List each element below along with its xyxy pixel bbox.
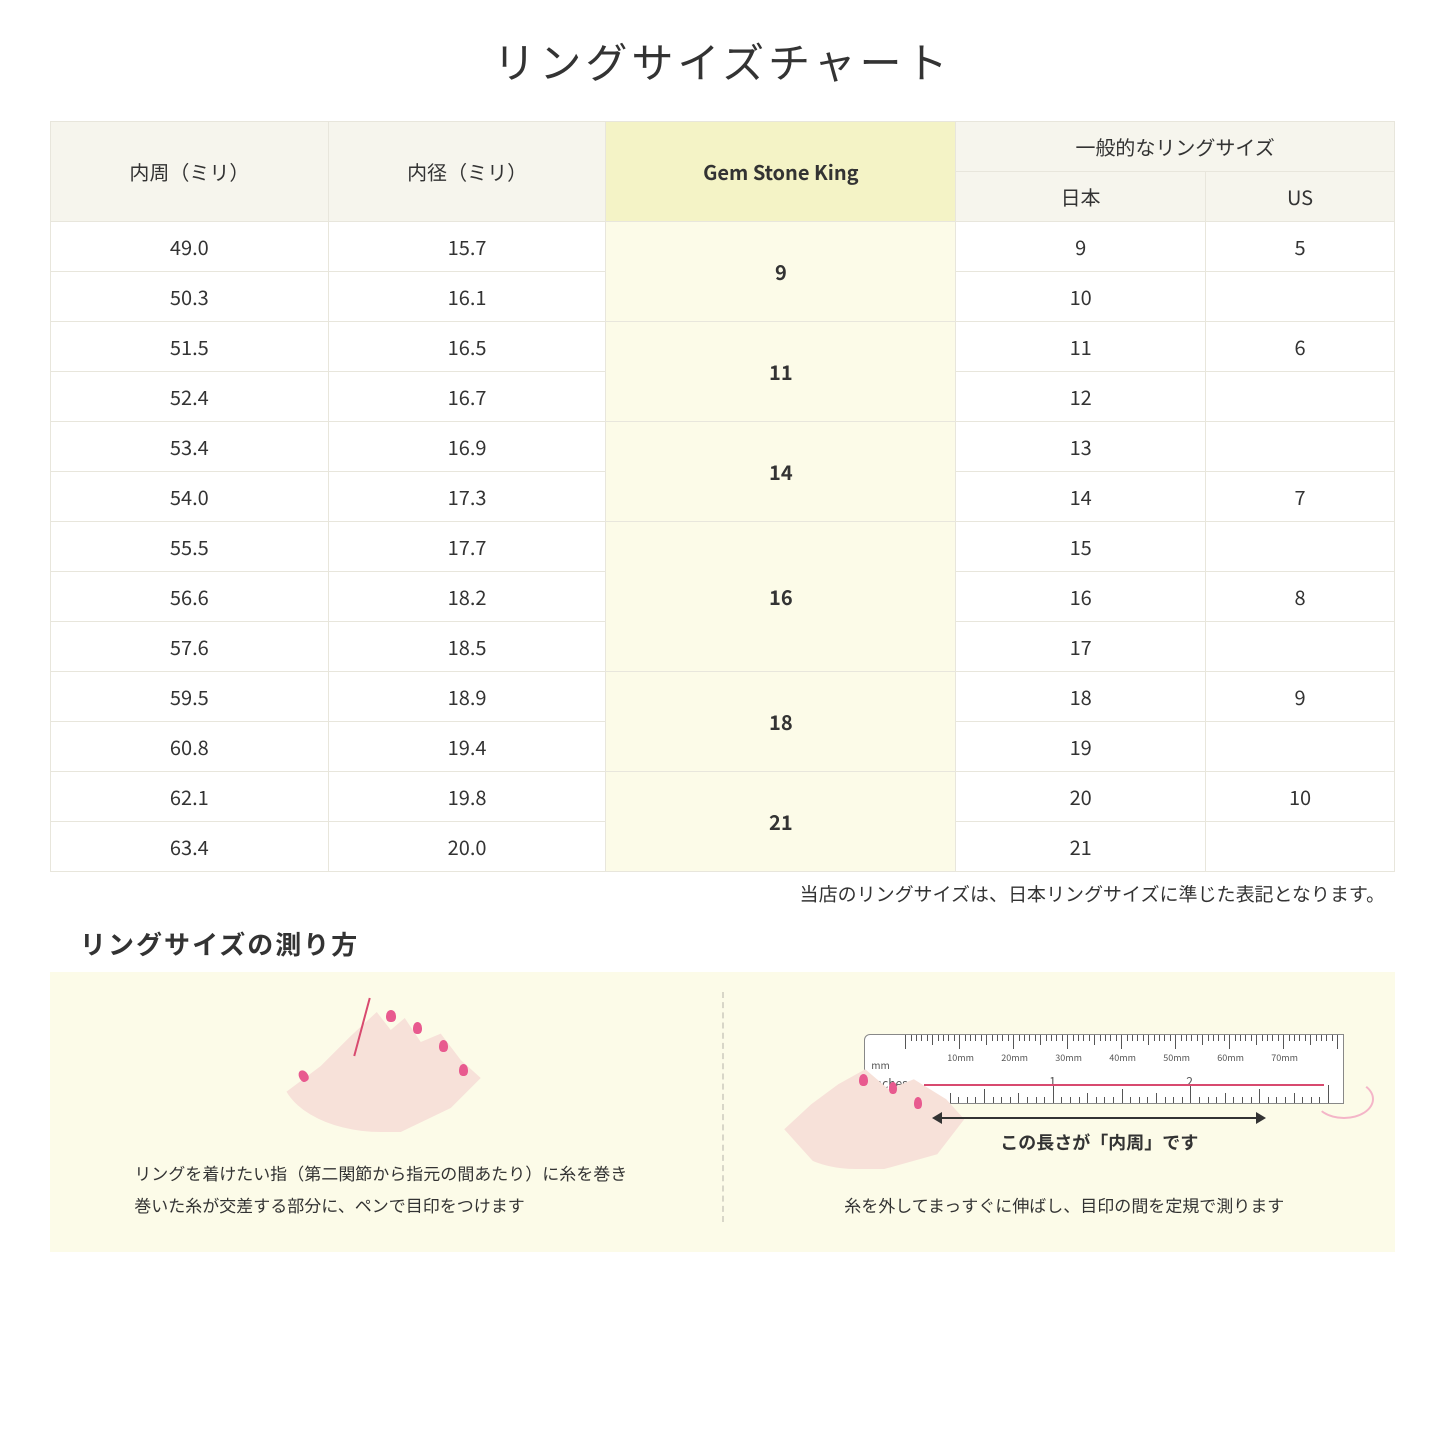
cell-gsk: 16 bbox=[606, 522, 956, 672]
cell-gsk: 18 bbox=[606, 672, 956, 772]
cell-circumference: 63.4 bbox=[51, 822, 329, 872]
cell-japan: 9 bbox=[956, 222, 1206, 272]
thread-line bbox=[924, 1084, 1324, 1086]
instructions-panel: リングを着けたい指（第二関節から指元の間あたり）に糸を巻き 巻いた糸が交差する部… bbox=[50, 972, 1395, 1252]
cell-us bbox=[1206, 822, 1395, 872]
cell-diameter: 17.7 bbox=[328, 522, 606, 572]
header-general: 一般的なリングサイズ bbox=[956, 122, 1395, 172]
nail-icon bbox=[889, 1082, 897, 1094]
cell-circumference: 51.5 bbox=[51, 322, 329, 372]
cell-diameter: 16.7 bbox=[328, 372, 606, 422]
instruction-2-text: 糸を外してまっすぐに伸ばし、目印の間を定規で測ります bbox=[844, 1189, 1284, 1221]
header-circumference: 内周（ミリ） bbox=[51, 122, 329, 222]
hand-shape bbox=[281, 1012, 481, 1132]
arrow-label: この長さが「内周」です bbox=[934, 1129, 1264, 1155]
nail-icon bbox=[413, 1022, 422, 1034]
cell-japan: 19 bbox=[956, 722, 1206, 772]
cell-us bbox=[1206, 722, 1395, 772]
instruction-1-text: リングを着けたい指（第二関節から指元の間あたり）に糸を巻き 巻いた糸が交差する部… bbox=[134, 1157, 627, 1222]
cell-diameter: 16.1 bbox=[328, 272, 606, 322]
cell-gsk: 14 bbox=[606, 422, 956, 522]
cell-japan: 17 bbox=[956, 622, 1206, 672]
measurement-arrow bbox=[934, 1117, 1264, 1119]
cell-diameter: 16.5 bbox=[328, 322, 606, 372]
cell-japan: 18 bbox=[956, 672, 1206, 722]
table-row: 51.516.511116 bbox=[51, 322, 1395, 372]
table-row: 55.517.71615 bbox=[51, 522, 1395, 572]
cell-circumference: 52.4 bbox=[51, 372, 329, 422]
cell-japan: 14 bbox=[956, 472, 1206, 522]
nail-icon bbox=[859, 1074, 868, 1086]
cell-diameter: 19.8 bbox=[328, 772, 606, 822]
nail-icon bbox=[439, 1040, 448, 1052]
cell-circumference: 57.6 bbox=[51, 622, 329, 672]
cell-diameter: 18.2 bbox=[328, 572, 606, 622]
table-row: 49.015.7995 bbox=[51, 222, 1395, 272]
cell-us: 5 bbox=[1206, 222, 1395, 272]
page-title: リングサイズチャート bbox=[50, 30, 1395, 91]
cell-us bbox=[1206, 522, 1395, 572]
cell-us: 7 bbox=[1206, 472, 1395, 522]
cell-japan: 11 bbox=[956, 322, 1206, 372]
cell-japan: 12 bbox=[956, 372, 1206, 422]
cell-us: 10 bbox=[1206, 772, 1395, 822]
cell-diameter: 18.5 bbox=[328, 622, 606, 672]
ruler-illustration: 10mm20mm30mm40mm50mm60mm70mm12 mm Inches… bbox=[784, 1034, 1344, 1174]
instruction-step-1: リングを着けたい指（第二関節から指元の間あたり）に糸を巻き 巻いた糸が交差する部… bbox=[80, 992, 682, 1222]
size-chart-table: 内周（ミリ） 内径（ミリ） Gem Stone King 一般的なリングサイズ … bbox=[50, 121, 1395, 872]
cell-japan: 20 bbox=[956, 772, 1206, 822]
cell-circumference: 50.3 bbox=[51, 272, 329, 322]
cell-us bbox=[1206, 372, 1395, 422]
ruler-mm-label: mm bbox=[871, 1057, 890, 1072]
table-header-row-1: 内周（ミリ） 内径（ミリ） Gem Stone King 一般的なリングサイズ bbox=[51, 122, 1395, 172]
cell-japan: 13 bbox=[956, 422, 1206, 472]
table-row: 59.518.918189 bbox=[51, 672, 1395, 722]
cell-us bbox=[1206, 622, 1395, 672]
cell-japan: 16 bbox=[956, 572, 1206, 622]
cell-gsk: 11 bbox=[606, 322, 956, 422]
cell-circumference: 54.0 bbox=[51, 472, 329, 522]
cell-diameter: 16.9 bbox=[328, 422, 606, 472]
sizing-note: 当店のリングサイズは、日本リングサイズに準じた表記となります。 bbox=[50, 880, 1395, 907]
header-japan: 日本 bbox=[956, 172, 1206, 222]
panel-divider bbox=[722, 992, 724, 1222]
cell-us: 9 bbox=[1206, 672, 1395, 722]
nail-icon bbox=[459, 1064, 468, 1076]
nail-icon bbox=[386, 1010, 396, 1022]
cell-circumference: 53.4 bbox=[51, 422, 329, 472]
cell-diameter: 18.9 bbox=[328, 672, 606, 722]
cell-diameter: 15.7 bbox=[328, 222, 606, 272]
cell-circumference: 59.5 bbox=[51, 672, 329, 722]
cell-circumference: 56.6 bbox=[51, 572, 329, 622]
hand-wrap-illustration bbox=[241, 992, 521, 1142]
cell-us bbox=[1206, 422, 1395, 472]
header-diameter: 内径（ミリ） bbox=[328, 122, 606, 222]
header-gsk: Gem Stone King bbox=[606, 122, 956, 222]
instruction-step-2: 10mm20mm30mm40mm50mm60mm70mm12 mm Inches… bbox=[764, 992, 1366, 1222]
cell-us: 8 bbox=[1206, 572, 1395, 622]
table-row: 53.416.91413 bbox=[51, 422, 1395, 472]
cell-gsk: 21 bbox=[606, 772, 956, 872]
cell-diameter: 17.3 bbox=[328, 472, 606, 522]
nail-icon bbox=[914, 1097, 922, 1109]
cell-diameter: 19.4 bbox=[328, 722, 606, 772]
cell-circumference: 55.5 bbox=[51, 522, 329, 572]
cell-japan: 10 bbox=[956, 272, 1206, 322]
thread-curl bbox=[1314, 1079, 1374, 1119]
cell-gsk: 9 bbox=[606, 222, 956, 322]
cell-japan: 15 bbox=[956, 522, 1206, 572]
cell-circumference: 49.0 bbox=[51, 222, 329, 272]
cell-us bbox=[1206, 272, 1395, 322]
header-us: US bbox=[1206, 172, 1395, 222]
cell-circumference: 62.1 bbox=[51, 772, 329, 822]
cell-us: 6 bbox=[1206, 322, 1395, 372]
cell-diameter: 20.0 bbox=[328, 822, 606, 872]
howto-title: リングサイズの測り方 bbox=[80, 925, 1395, 962]
cell-japan: 21 bbox=[956, 822, 1206, 872]
cell-circumference: 60.8 bbox=[51, 722, 329, 772]
table-row: 62.119.8212010 bbox=[51, 772, 1395, 822]
